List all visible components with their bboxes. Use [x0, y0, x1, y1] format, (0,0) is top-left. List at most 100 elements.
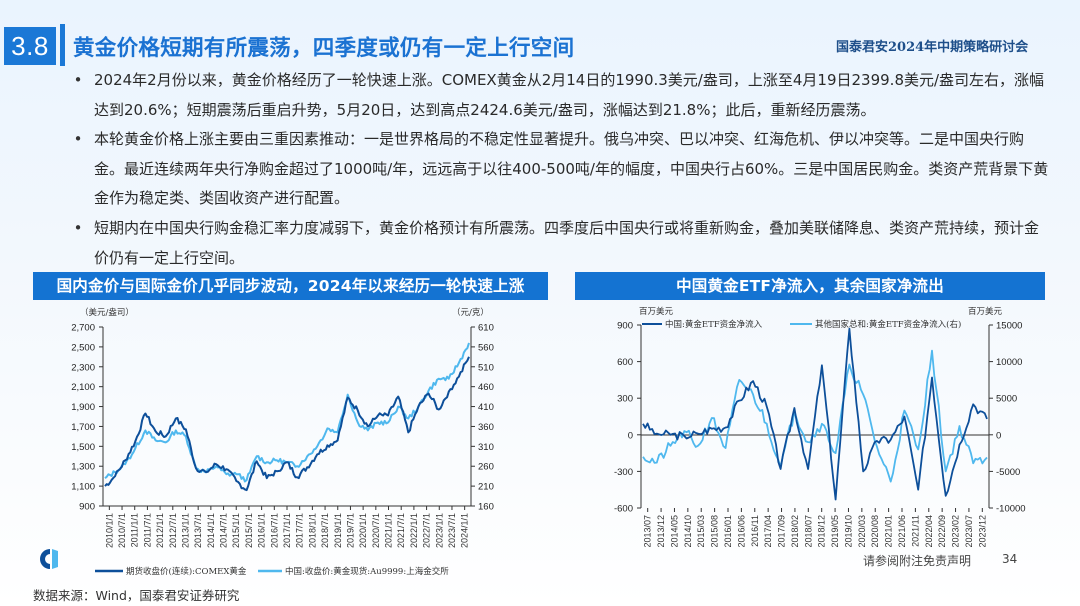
y-tick-label: 900 — [617, 321, 633, 332]
x-ticks: 2010/1/1 2010/7/1 2011/1/1 2011/7/1 2012/1/1… — [104, 506, 470, 548]
x-tick-label: 2020/7/1 — [371, 513, 381, 548]
x-tick-label: 2015/08 — [710, 515, 720, 548]
y-tick-label: 2,100 — [71, 382, 95, 393]
section-number-badge: 3.8 — [4, 27, 56, 65]
y-tick-label: 1,900 — [71, 402, 95, 413]
left-y-ticks: 2,700 2,500 2,300 2,100 1,900 1,700 1,500 1,300… — [71, 323, 103, 513]
y-tick-label: 15000 — [996, 321, 1022, 332]
x-tick-label: 2015/1/1 — [231, 513, 241, 548]
y-tick-label: 410 — [478, 402, 494, 413]
y-tick-label: -5000 — [996, 467, 1020, 478]
y-tick-label: 600 — [617, 357, 633, 368]
legend-label-shanghai: 中国:收盘价:黄金现货:Au9999:上海金交所 — [285, 566, 449, 577]
right-y-ticks: 15000 10000 5000 0 -5000 -10000 — [989, 321, 1026, 515]
x-tick-label: 2014/10 — [683, 515, 693, 548]
y-tick-label: 1,500 — [71, 442, 95, 453]
x-ticks: 2013/07 2013/12 2014/05 2014/10 2015/03 2015/… — [643, 508, 987, 548]
series-china-etf — [642, 327, 988, 501]
x-tick-label: 2013/07 — [643, 515, 653, 548]
x-tick-label: 2011/7/1 — [142, 513, 152, 547]
x-tick-label: 2016/11 — [750, 515, 760, 547]
x-tick-label: 2010/1/1 — [104, 513, 114, 548]
x-tick-label: 2010/7/1 — [117, 513, 127, 548]
x-tick-label: 2016/1/1 — [257, 513, 267, 548]
bullet-item: • 2024年2月份以来，黄金价格经历了一轮快速上涨。COMEX黄金从2月14日… — [72, 66, 1052, 125]
y-tick-label: 10000 — [996, 357, 1022, 368]
x-tick-label: 2014/05 — [669, 515, 679, 548]
x-tick-label: 2023/07 — [964, 515, 974, 548]
x-tick-label: 2022/09 — [937, 515, 947, 548]
bullet-item: • 本轮黄金价格上涨主要由三重因素推动：一是世界格局的不稳定性显著提升。俄乌冲突… — [72, 125, 1052, 214]
y-tick-label: 160 — [478, 502, 494, 513]
x-tick-label: 2017/1/1 — [282, 513, 292, 548]
x-tick-label: 2017/09 — [777, 515, 787, 548]
x-tick-label: 2022/1/1 — [409, 513, 419, 548]
x-tick-label: 2018/1/1 — [307, 513, 317, 548]
x-tick-label: 2021/1/1 — [384, 513, 394, 548]
x-tick-label: 2018/07 — [803, 515, 813, 548]
x-tick-label: 2011/1/1 — [130, 513, 140, 547]
x-tick-label: 2017/04 — [763, 515, 773, 548]
y-tick-label: 310 — [478, 442, 494, 453]
right-axis-unit: （元/克） — [452, 307, 489, 318]
x-tick-label: 2013/7/1 — [193, 513, 203, 548]
title-accent-bar — [60, 24, 65, 66]
right-axis-unit: 百万美元 — [968, 306, 1003, 317]
y-tick-label: 460 — [478, 382, 494, 393]
x-tick-label: 2023/1/1 — [434, 513, 444, 548]
x-tick-label: 2018/12 — [817, 515, 827, 548]
x-tick-label: 2016/01 — [723, 515, 733, 548]
y-tick-label: -10000 — [996, 504, 1026, 515]
right-chart-banner: 中国黄金ETF净流入，其余国家净流出 — [575, 272, 1045, 300]
y-tick-label: 260 — [478, 462, 494, 473]
series-shanghai-au9999 — [104, 342, 470, 483]
y-tick-label: 0 — [996, 430, 1001, 441]
x-tick-label: 2013/12 — [656, 515, 666, 548]
disclaimer-link[interactable]: 请参阅附注免责声明 — [863, 554, 972, 568]
x-tick-label: 2019/10 — [843, 515, 853, 548]
page-title: 黄金价格短期有所震荡，四季度或仍有一定上行空间 — [73, 36, 575, 61]
bullet-text: 2024年2月份以来，黄金价格经历了一轮快速上涨。COMEX黄金从2月14日的1… — [94, 71, 1045, 119]
y-tick-label: 0 — [628, 430, 633, 441]
x-tick-label: 2023/02 — [951, 515, 961, 548]
bullet-dot: • — [73, 71, 83, 89]
conference-brand: 国泰君安2024年中期策略研讨会 — [836, 40, 1029, 55]
x-tick-label: 2021/06 — [897, 515, 907, 548]
x-tick-label: 2018/02 — [790, 515, 800, 548]
series-comex-gold — [104, 356, 470, 492]
bullet-item: • 短期内在中国央行购金稳汇率力度减弱下，黄金价格预计有所震荡。四季度后中国央行… — [72, 214, 1052, 273]
y-tick-label: 510 — [478, 362, 494, 373]
page-number: 34 — [1002, 552, 1018, 566]
x-tick-label: 2020/1/1 — [358, 513, 368, 548]
bullet-list: • 2024年2月份以来，黄金价格经历了一轮快速上涨。COMEX黄金从2月14日… — [72, 66, 1052, 273]
y-tick-label: 210 — [478, 482, 494, 493]
x-tick-label: 2014/1/1 — [206, 513, 216, 548]
y-tick-label: 560 — [478, 342, 494, 353]
x-tick-label: 2022/04 — [924, 515, 934, 548]
x-tick-label: 2018/7/1 — [320, 513, 330, 548]
y-tick-label: 1,700 — [71, 422, 95, 433]
y-tick-label: 300 — [617, 394, 633, 405]
y-tick-label: 1,300 — [71, 462, 95, 473]
series-other-countries-etf — [642, 349, 988, 483]
left-y-ticks: 900 600 300 0 -300 -600 — [614, 321, 641, 515]
legend-label-other: 其他国家总和:黄金ETF资金净流入(右) — [815, 319, 961, 330]
data-source: 数据来源：Wind，国泰君安证券研究 — [33, 588, 240, 603]
bullet-text: 短期内在中国央行购金稳汇率力度减弱下，黄金价格预计有所震荡。四季度后中国央行或将… — [94, 218, 1040, 267]
y-tick-label: 610 — [478, 323, 494, 334]
x-tick-label: 2019/7/1 — [345, 513, 355, 548]
bullet-dot: • — [73, 218, 83, 237]
right-y-ticks: 610 560 510 460 410 360 310 260 210 160 — [471, 323, 494, 513]
guotai-junan-logo-icon — [40, 549, 58, 569]
x-tick-label: 2015/7/1 — [244, 513, 254, 548]
y-tick-label: 900 — [79, 502, 95, 513]
x-tick-label: 2021/7/1 — [396, 513, 406, 548]
x-tick-label: 2015/03 — [696, 515, 706, 548]
x-tick-label: 2019/1/1 — [333, 513, 343, 548]
left-axis-unit: 百万美元 — [639, 306, 674, 317]
x-tick-label: 2024/1/1 — [460, 513, 470, 548]
bullet-text: 本轮黄金价格上涨主要由三重因素推动：一是世界格局的不稳定性显著提升。俄乌冲突、巴… — [94, 130, 1049, 208]
y-tick-label: 360 — [478, 422, 494, 433]
left-axis-unit: （美元/盎司） — [80, 307, 134, 318]
y-tick-label: 2,700 — [71, 323, 95, 334]
